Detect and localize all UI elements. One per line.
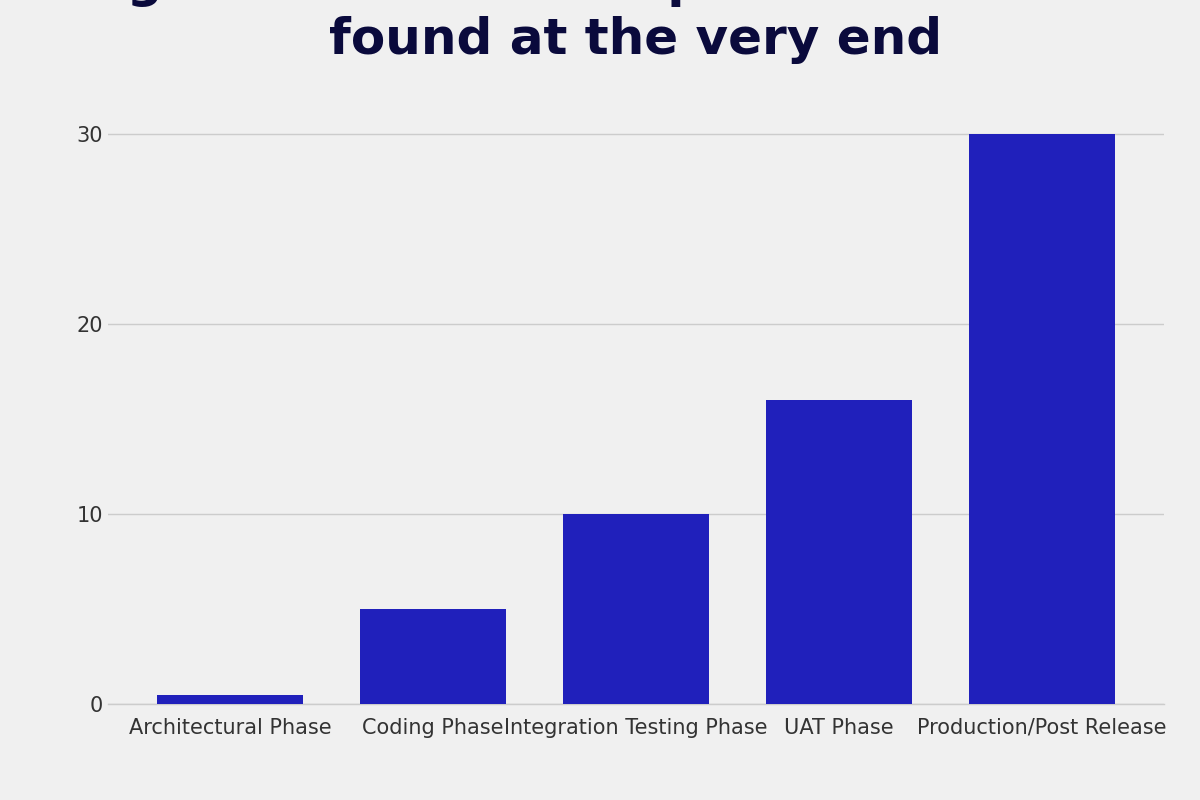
Bar xyxy=(157,694,302,704)
Bar xyxy=(766,400,912,704)
Bar xyxy=(970,134,1115,704)
Title: Bugs are 30x more expensive to fix when
found at the very end: Bugs are 30x more expensive to fix when … xyxy=(53,0,1200,64)
Bar xyxy=(563,514,709,704)
Bar xyxy=(360,609,506,704)
